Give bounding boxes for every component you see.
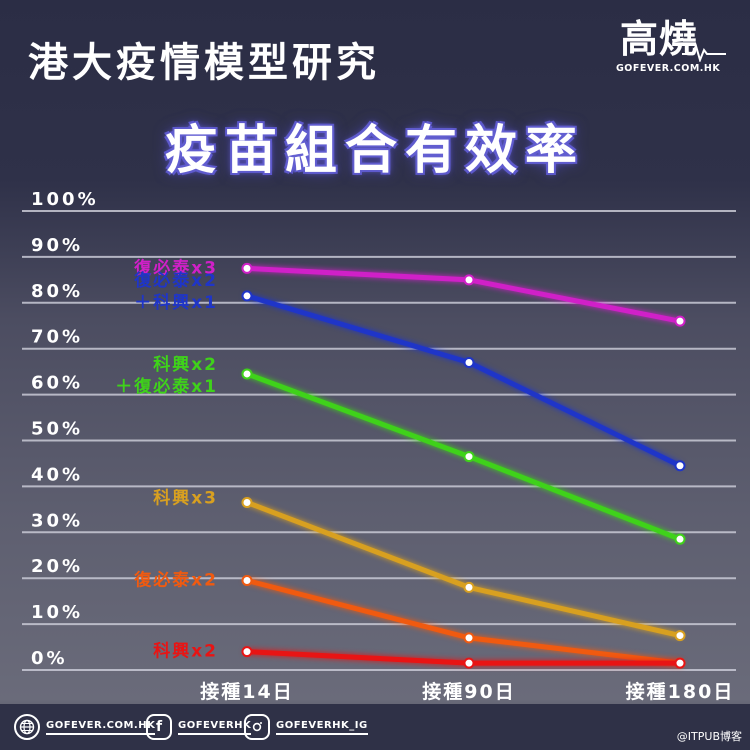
instagram-link[interactable]: GOFEVERHK_IG [244,712,368,742]
series-line [244,499,683,639]
series-group [241,262,686,327]
facebook-link[interactable]: f GOFEVERHK [146,712,252,742]
page-title: 港大疫情模型研究 [28,40,380,86]
series-label: 科興x3 [153,487,218,508]
y-tick-label: 20% [31,556,83,577]
y-tick-label: 10% [31,602,83,623]
series-label: 復必泰x2 [133,569,218,590]
data-point [674,315,686,327]
website-label: GOFEVER.COM.HK [46,720,156,735]
data-point [463,657,475,669]
footer: GOFEVER.COM.HK f GOFEVERHK GOFEVERHK_IG [0,704,750,750]
brand-logo: 高燒 GOFEVER.COM.HK [614,8,726,78]
series-group [241,368,686,545]
data-point [241,496,253,508]
chart-title: 疫苗組合有效率 [164,121,585,181]
y-tick-label: 50% [31,419,83,440]
series-label: ＋科興x1 [134,292,218,313]
data-point [674,460,686,472]
series-lines [241,262,686,669]
y-tick-label: 80% [31,281,83,302]
y-tick-label: 40% [31,464,83,485]
instagram-label: GOFEVERHK_IG [276,720,368,735]
y-axis-ticks: 0% 10% 20% 30% 40% 50% 60% 70% 80% 90% 100% [31,189,99,669]
series-label: 復必泰x2 [133,270,218,291]
data-point [463,451,475,463]
series-group [241,290,686,472]
data-point [241,574,253,586]
data-point [463,581,475,593]
series-label: 復必泰x3 [133,257,218,278]
x-axis-ticks: 接種14日 接種90日 接種180日 [200,681,735,703]
y-tick-label: 90% [31,235,83,256]
globe-icon [14,714,40,740]
series-label: ＋復必泰x1 [115,376,218,397]
data-point [241,290,253,302]
data-point [463,274,475,286]
facebook-icon: f [146,714,172,740]
instagram-icon [244,714,270,740]
grid-lines [22,210,736,671]
data-point [463,356,475,368]
data-point [674,533,686,545]
x-tick-label: 接種90日 [422,681,515,703]
website-link[interactable]: GOFEVER.COM.HK [14,712,156,742]
data-point [463,632,475,644]
series-group [241,646,686,669]
series-group [241,496,686,642]
x-tick-label: 接種14日 [200,681,293,703]
data-point [241,646,253,658]
data-point [674,657,686,669]
facebook-label: GOFEVERHK [178,720,252,735]
series-label: 科興x2 [153,641,218,662]
heartbeat-icon [682,43,726,62]
watermark: @ITPUB博客 [676,730,742,743]
y-tick-label: 0% [31,648,68,669]
data-point [674,630,686,642]
data-point [241,368,253,380]
line-chart: 0%10%20%30%40%50%60%70%80%90%100% 接種14日接… [22,189,736,703]
series-label: 科興x2 [153,354,218,375]
y-tick-label: 60% [31,373,83,394]
y-tick-label: 70% [31,327,83,348]
data-point [241,262,253,274]
x-tick-label: 接種180日 [626,681,735,703]
y-tick-label: 100% [31,189,99,210]
logo-url: GOFEVER.COM.HK [616,63,721,74]
y-tick-label: 30% [31,510,83,531]
